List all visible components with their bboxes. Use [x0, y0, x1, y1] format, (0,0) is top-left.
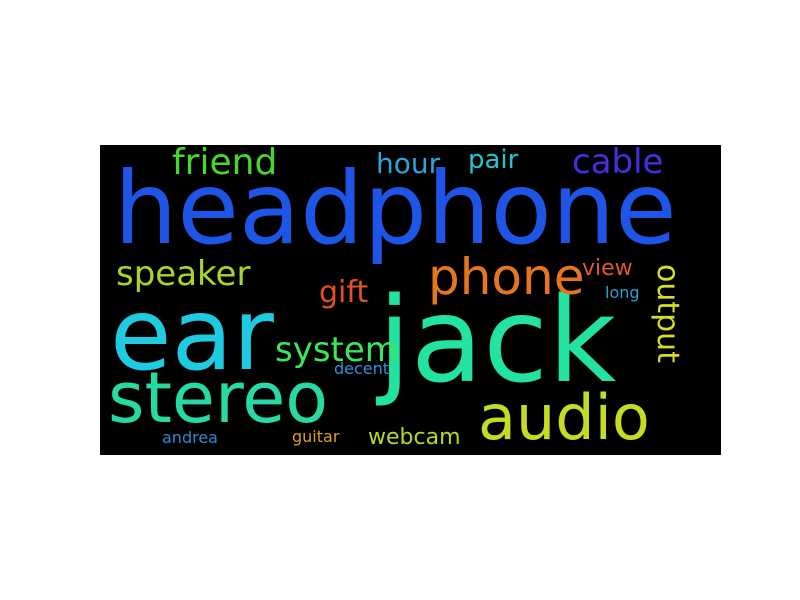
word-speaker: speaker	[116, 254, 251, 294]
word-cloud: headphone ear jack stereo audio phone sp…	[100, 145, 721, 455]
word-webcam: webcam	[368, 425, 461, 450]
word-hour: hour	[376, 147, 441, 180]
word-system: system	[275, 330, 398, 370]
word-output: output	[650, 264, 685, 363]
word-jack: jack	[378, 271, 617, 409]
word-cable: cable	[572, 145, 664, 182]
word-long: long	[605, 283, 640, 302]
word-gift: gift	[319, 275, 369, 310]
word-andrea: andrea	[162, 428, 218, 447]
word-friend: friend	[172, 145, 278, 183]
word-pair: pair	[468, 145, 519, 175]
word-stereo: stereo	[108, 357, 329, 439]
word-guitar: guitar	[292, 427, 340, 446]
word-phone: phone	[428, 248, 585, 306]
word-headphone: headphone	[114, 150, 677, 267]
word-decent: decent	[334, 359, 390, 378]
word-ear: ear	[110, 276, 274, 393]
word-view: view	[582, 256, 633, 281]
word-audio: audio	[478, 381, 650, 454]
